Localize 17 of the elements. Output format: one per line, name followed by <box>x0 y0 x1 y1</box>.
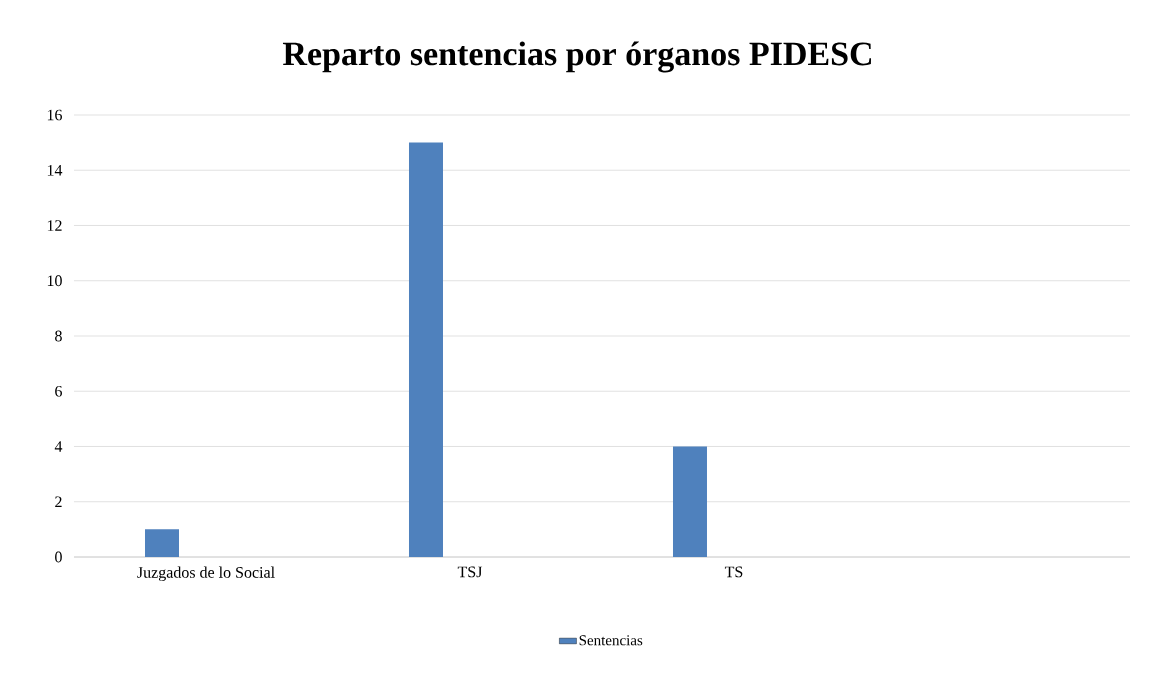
y-tick-label: 10 <box>47 275 62 287</box>
legend-label: Sentencias <box>579 635 643 646</box>
y-tick-label: 2 <box>55 496 62 508</box>
x-tick-label: Juzgados de lo Social <box>137 566 275 582</box>
y-tick-label: 0 <box>55 551 62 563</box>
bar <box>145 529 179 557</box>
y-tick-label: 14 <box>47 164 63 176</box>
x-tick-label: TSJ <box>457 566 483 578</box>
x-tick-label: TS <box>724 566 743 578</box>
bar <box>408 142 443 557</box>
y-tick-label: 16 <box>47 109 62 121</box>
chart-title: Reparto sentencias por órganos PIDESC <box>282 41 872 73</box>
y-tick-label: 8 <box>55 330 62 342</box>
y-tick-label: 12 <box>47 220 62 231</box>
y-tick-label: 4 <box>54 441 63 452</box>
y-tick-label: 6 <box>55 385 62 397</box>
bar <box>672 446 707 557</box>
